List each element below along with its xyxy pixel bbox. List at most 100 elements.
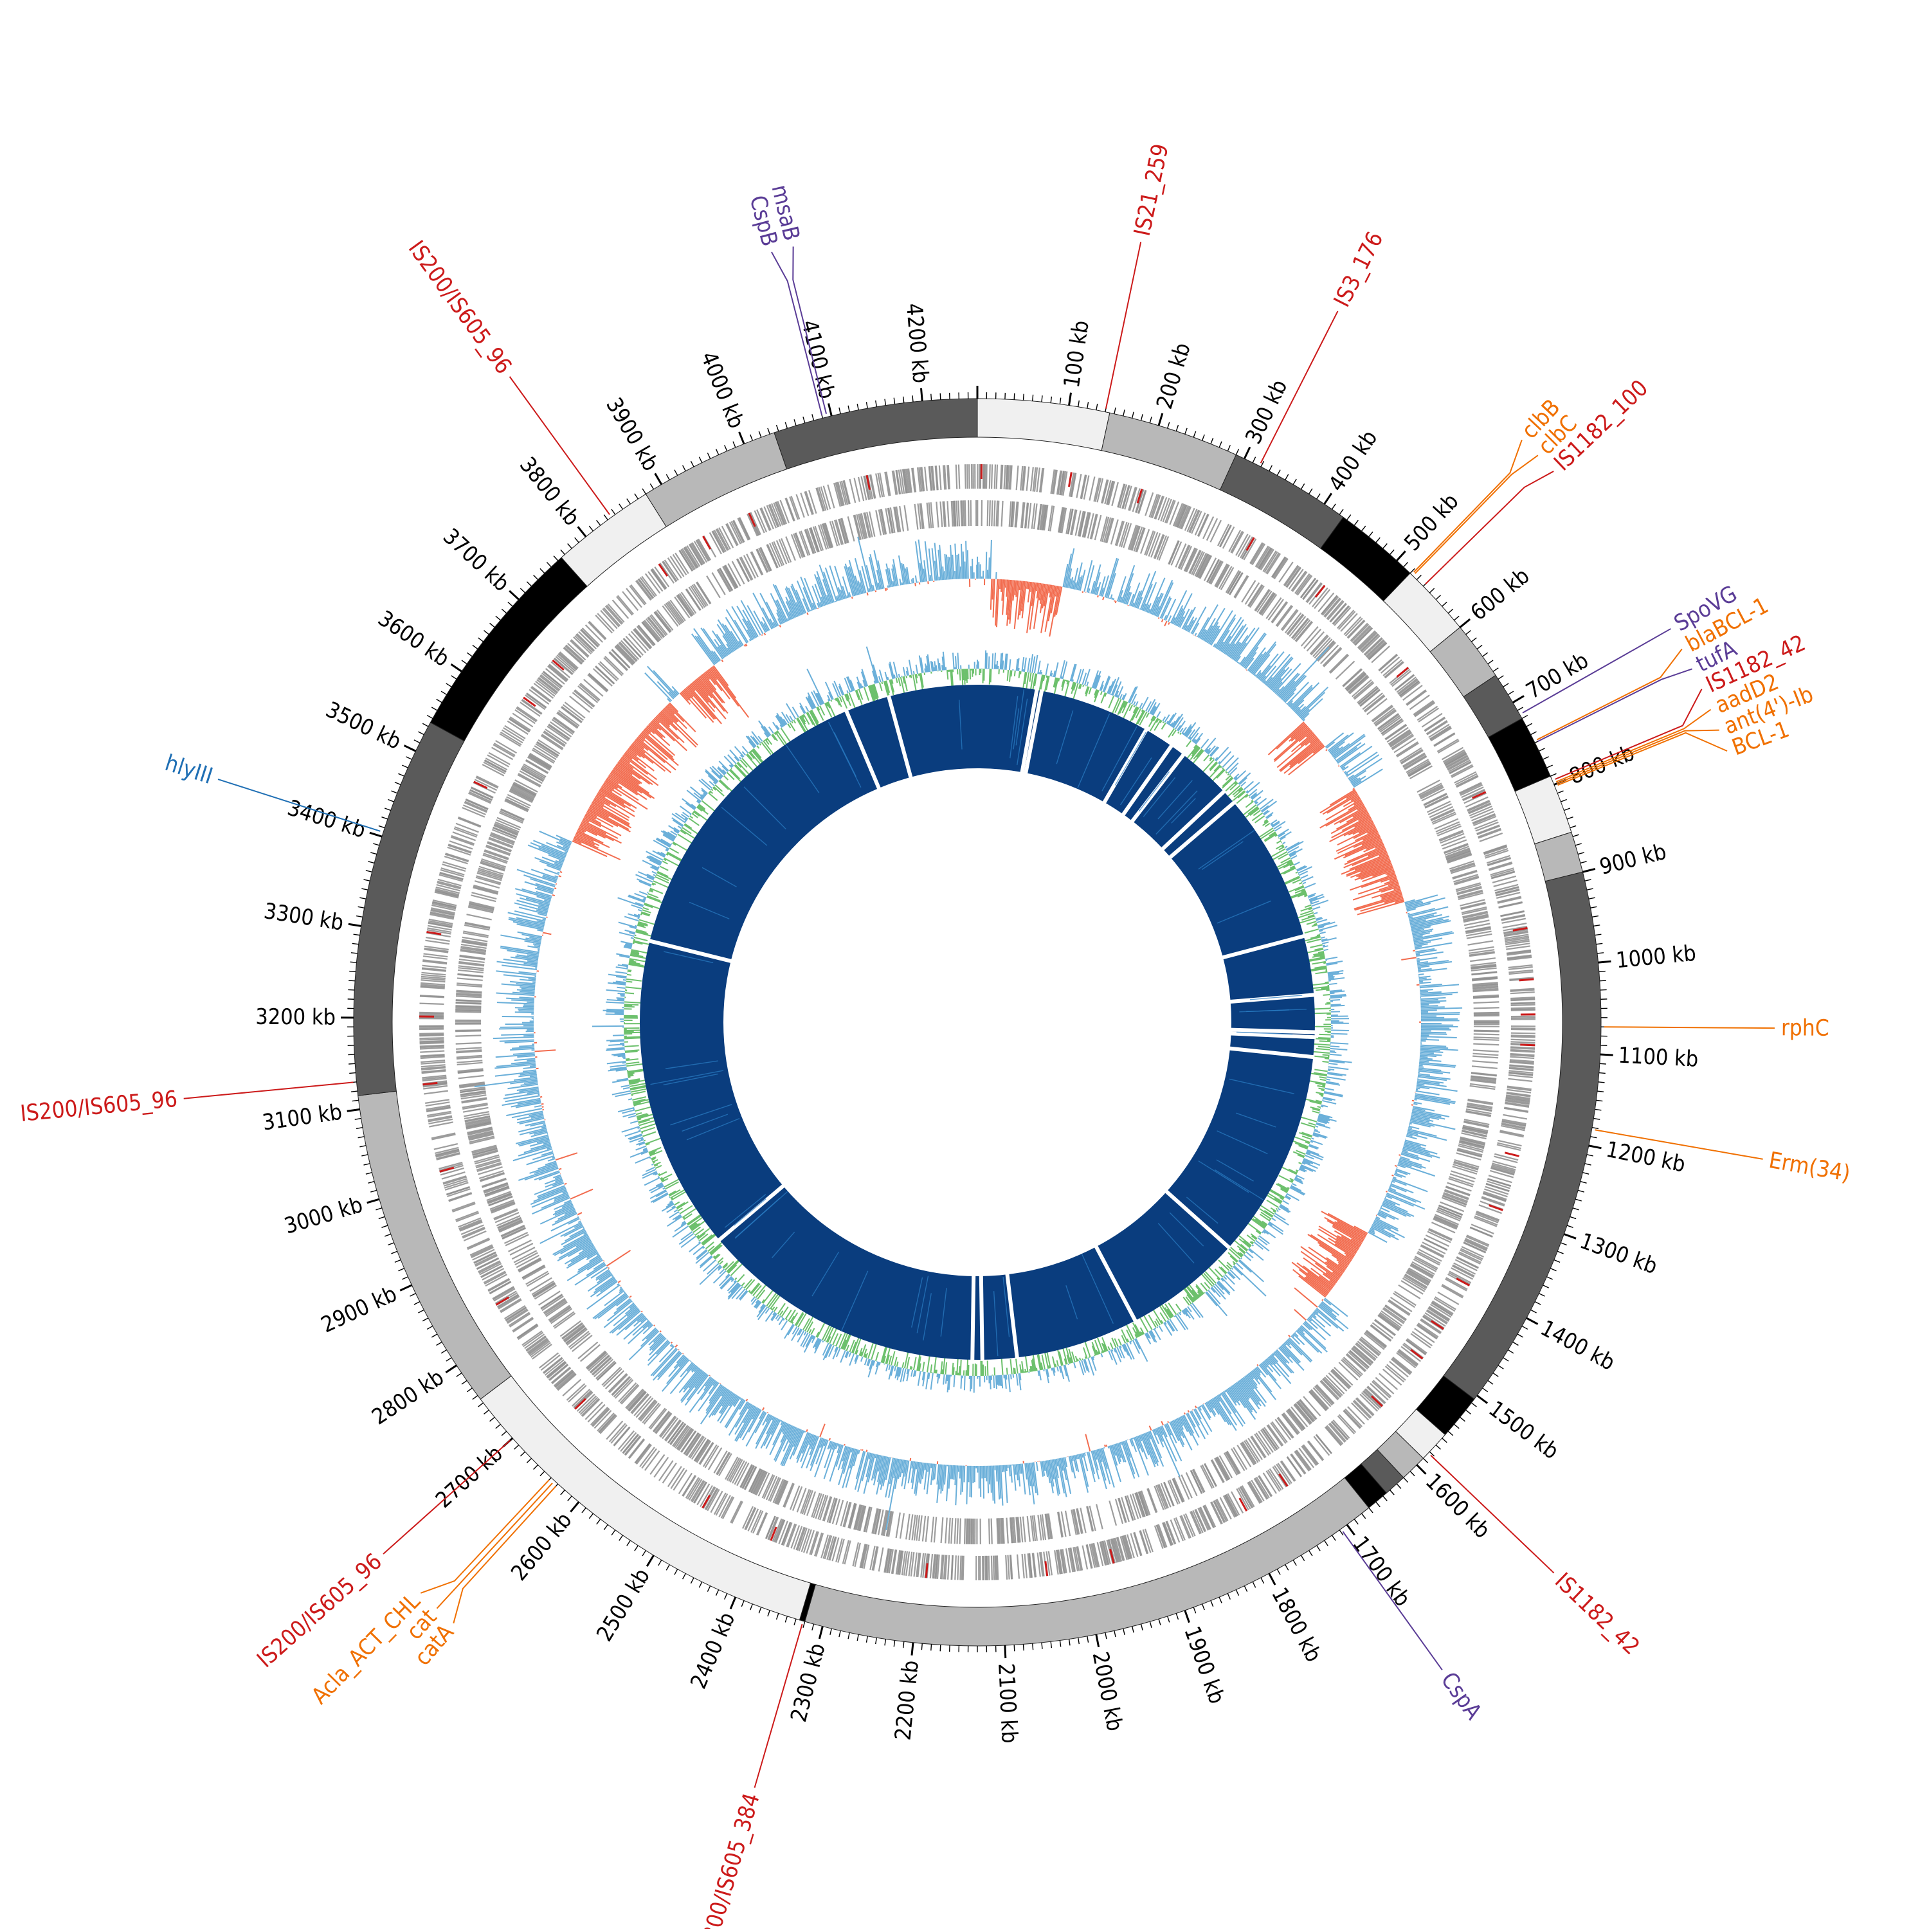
tick-label: 3700 kb [438, 523, 514, 597]
tick-label: 4000 kb [695, 348, 749, 432]
tick-mark [1369, 1508, 1373, 1513]
tick-mark [1567, 817, 1573, 819]
annotation-label: IS3_176 [1329, 228, 1388, 311]
tick-mark [399, 1268, 404, 1271]
tick-mark [1417, 1465, 1426, 1474]
tick-mark [1390, 550, 1395, 555]
tick-mark [354, 934, 360, 935]
tick-mark [1332, 1535, 1336, 1540]
tick-mark [635, 1546, 638, 1551]
tick-mark [1539, 748, 1544, 751]
tick-mark [1354, 1519, 1358, 1524]
tick-mark [1503, 683, 1508, 687]
tick-mark [1554, 1260, 1560, 1263]
tick-mark [1376, 537, 1380, 543]
tick-mark [431, 1334, 437, 1337]
tick-mark [691, 1578, 694, 1584]
tick-mark [611, 1530, 615, 1535]
tick-label: 3600 kb [373, 606, 454, 672]
tick-mark [707, 1586, 710, 1592]
tick-mark [725, 445, 727, 451]
tick-mark [1543, 757, 1549, 759]
tick-label: 3500 kb [322, 697, 405, 755]
tick-mark [903, 397, 904, 403]
tick-label: 1900 kb [1179, 1623, 1229, 1707]
tick-label: 2200 kb [890, 1659, 924, 1742]
tick-mark [1561, 800, 1566, 802]
tick-mark [1543, 1285, 1549, 1288]
tick-mark [1211, 438, 1213, 444]
tick-mark [422, 723, 428, 727]
tick-mark [1596, 1100, 1602, 1101]
tick-mark [1193, 431, 1195, 437]
tick-mark [540, 1471, 545, 1476]
tick-mark [349, 1073, 356, 1074]
tick-mark [348, 989, 354, 990]
tick-label: 2100 kb [993, 1663, 1022, 1744]
tick-mark [1573, 1208, 1579, 1210]
tick-mark [404, 746, 415, 752]
tick-mark [794, 419, 796, 426]
tick-mark [1466, 631, 1471, 635]
tick-mark [554, 556, 558, 561]
tick-mark [1592, 916, 1598, 917]
tick-mark [561, 550, 565, 555]
tick-mark [358, 907, 365, 908]
tick-label: 900 kb [1597, 839, 1669, 880]
tick-mark [1436, 595, 1440, 600]
tick-mark [1309, 1551, 1312, 1556]
tick-mark [1460, 619, 1470, 627]
tick-mark [388, 1243, 394, 1245]
tick-mark [716, 1590, 718, 1596]
tick-mark [876, 1638, 877, 1644]
tick-mark [1561, 1243, 1566, 1245]
tick-mark [730, 1597, 736, 1609]
tick-mark [370, 853, 377, 854]
contig-segment [646, 433, 786, 527]
tick-mark [1598, 1082, 1605, 1083]
tick-mark [848, 1632, 849, 1639]
tick-mark [912, 1643, 913, 1656]
tick-label: 1400 kb [1536, 1315, 1619, 1376]
tick-mark [356, 1128, 363, 1129]
tick-mark [1339, 1530, 1343, 1535]
tick-mark [741, 1601, 744, 1607]
tick-mark [446, 683, 451, 687]
tick-mark [1557, 791, 1563, 793]
tick-mark [1597, 1091, 1604, 1092]
tick-mark [1442, 1438, 1447, 1443]
annotation-label: IS200/IS605_96 [403, 236, 516, 379]
tick-mark [857, 404, 858, 410]
tick-mark [1488, 660, 1493, 664]
tick-label: 600 kb [1466, 563, 1535, 626]
tick-mark [803, 1621, 805, 1628]
tick-mark [1253, 457, 1255, 463]
tick-mark [1508, 691, 1514, 694]
tick-mark [1448, 1431, 1453, 1436]
tick-mark [1176, 425, 1178, 431]
tick-mark [1557, 1251, 1563, 1254]
tick-mark [352, 1100, 359, 1101]
tick-mark [1526, 1318, 1538, 1324]
tick-mark [484, 1410, 489, 1414]
tick-label: 700 kb [1522, 647, 1593, 704]
tick-mark [1429, 1452, 1434, 1456]
tick-mark [1185, 1611, 1190, 1623]
tick-mark [1522, 716, 1528, 719]
tick-mark [1397, 551, 1405, 561]
tick-mark [1417, 575, 1421, 579]
tick-mark [785, 1616, 787, 1623]
annotation-leader-line [1106, 242, 1141, 408]
tick-mark [589, 1513, 593, 1519]
tick-mark [379, 826, 385, 827]
tick-mark [359, 898, 366, 899]
tick-label: 1800 kb [1266, 1584, 1327, 1666]
tick-mark [912, 395, 913, 402]
tick-mark [597, 520, 601, 525]
tick-mark [1600, 980, 1606, 981]
tick-mark [1585, 1164, 1591, 1165]
tick-mark [604, 515, 608, 520]
tick-label: 3300 kb [262, 898, 345, 936]
tick-mark [509, 591, 519, 600]
